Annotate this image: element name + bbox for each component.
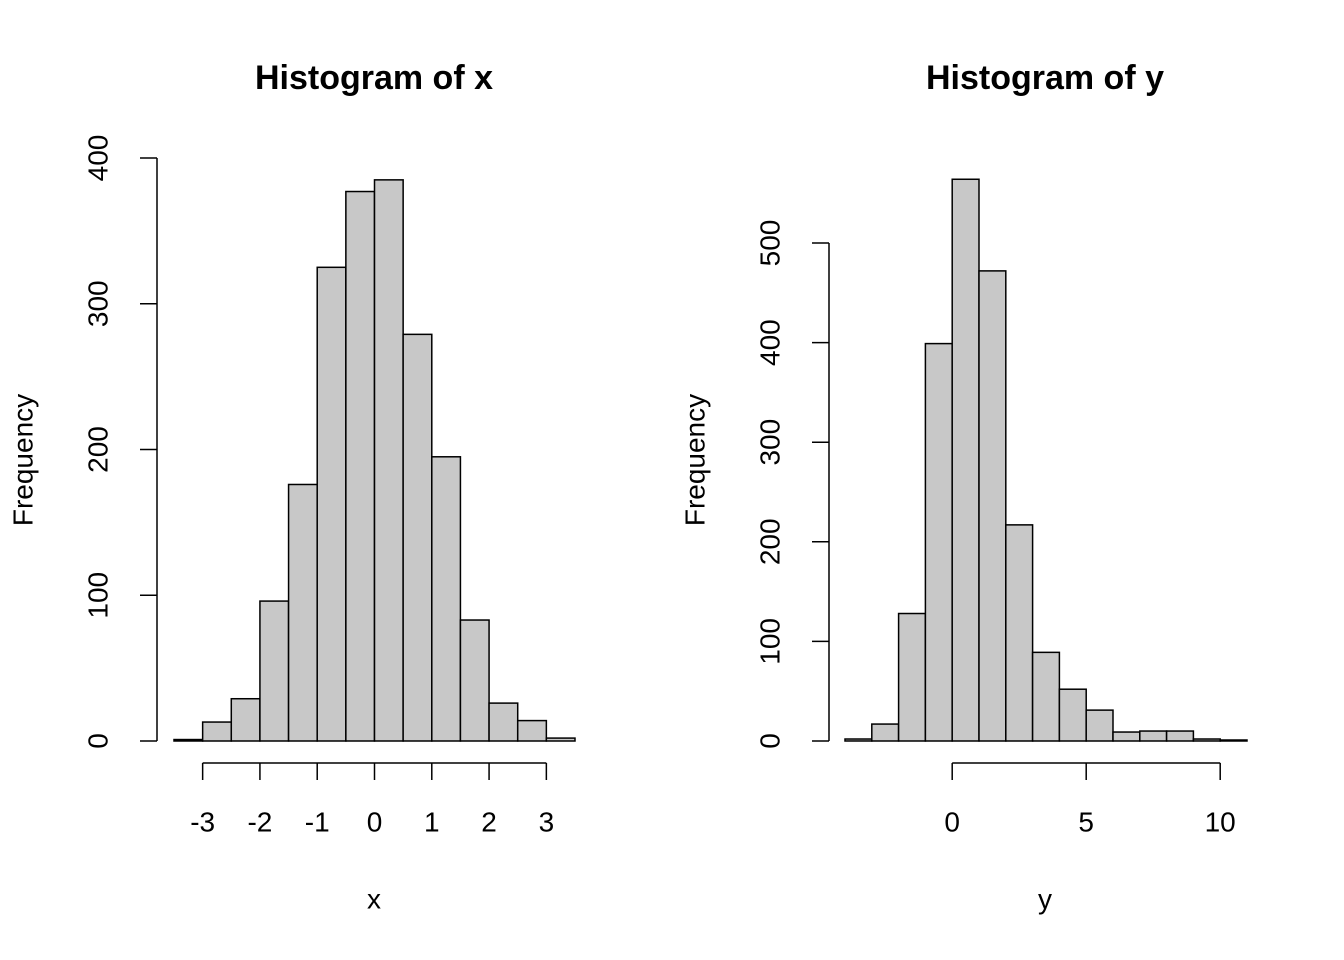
bar	[488, 702, 519, 742]
x-tick-label: 3	[539, 806, 555, 837]
bar	[431, 456, 462, 742]
y-tick-label: 300	[754, 419, 785, 466]
bar	[1058, 688, 1087, 742]
x-tick-label: 5	[1078, 806, 1094, 837]
y-tick-label: 300	[82, 280, 113, 327]
y-tick-label: 400	[82, 135, 113, 182]
bar	[373, 179, 404, 742]
bar	[545, 737, 576, 742]
bar	[844, 738, 873, 742]
bar	[1219, 739, 1248, 742]
x-tick-label: 0	[944, 806, 960, 837]
y-tick-label: 200	[82, 426, 113, 473]
y-tick-label: 100	[754, 618, 785, 665]
bar	[402, 333, 433, 742]
chart-title: Histogram of x	[255, 59, 493, 97]
x-tick-label: -3	[190, 806, 215, 837]
chart-title: Histogram of y	[926, 59, 1164, 97]
x-tick-label: 0	[367, 806, 383, 837]
bar	[201, 721, 233, 742]
bar	[1112, 731, 1141, 742]
y-tick-label: 100	[82, 572, 113, 619]
bar	[259, 600, 290, 742]
bar	[1031, 651, 1061, 742]
bar	[1165, 730, 1195, 742]
bar	[978, 270, 1007, 742]
bar	[897, 612, 927, 742]
bar	[924, 342, 953, 742]
x-tick-label: 2	[481, 806, 497, 837]
y-tick-label: 0	[754, 733, 785, 749]
x-tick-label: 10	[1205, 806, 1236, 837]
y-tick-label: 500	[754, 220, 785, 267]
bar	[1139, 730, 1168, 742]
y-axis-label: Frequency	[7, 394, 38, 526]
y-tick-label: 200	[754, 518, 785, 565]
bar	[951, 178, 980, 742]
y-tick-label: 0	[82, 733, 113, 749]
x-tick-label: -2	[247, 806, 272, 837]
x-tick-label: -1	[305, 806, 330, 837]
bar	[1005, 524, 1034, 742]
bar	[871, 723, 900, 742]
x-tick-label: 1	[424, 806, 440, 837]
bar	[1085, 709, 1114, 742]
bar	[173, 738, 204, 742]
bar	[516, 719, 548, 742]
bar	[230, 697, 261, 742]
x-axis-label: x	[367, 883, 381, 914]
bar	[345, 190, 376, 742]
bar	[316, 266, 347, 742]
bar	[287, 483, 318, 742]
y-tick-label: 400	[754, 319, 785, 366]
y-axis-label: Frequency	[679, 394, 710, 526]
bar	[459, 619, 490, 742]
bar	[1192, 738, 1221, 742]
x-axis-label: y	[1038, 883, 1052, 914]
